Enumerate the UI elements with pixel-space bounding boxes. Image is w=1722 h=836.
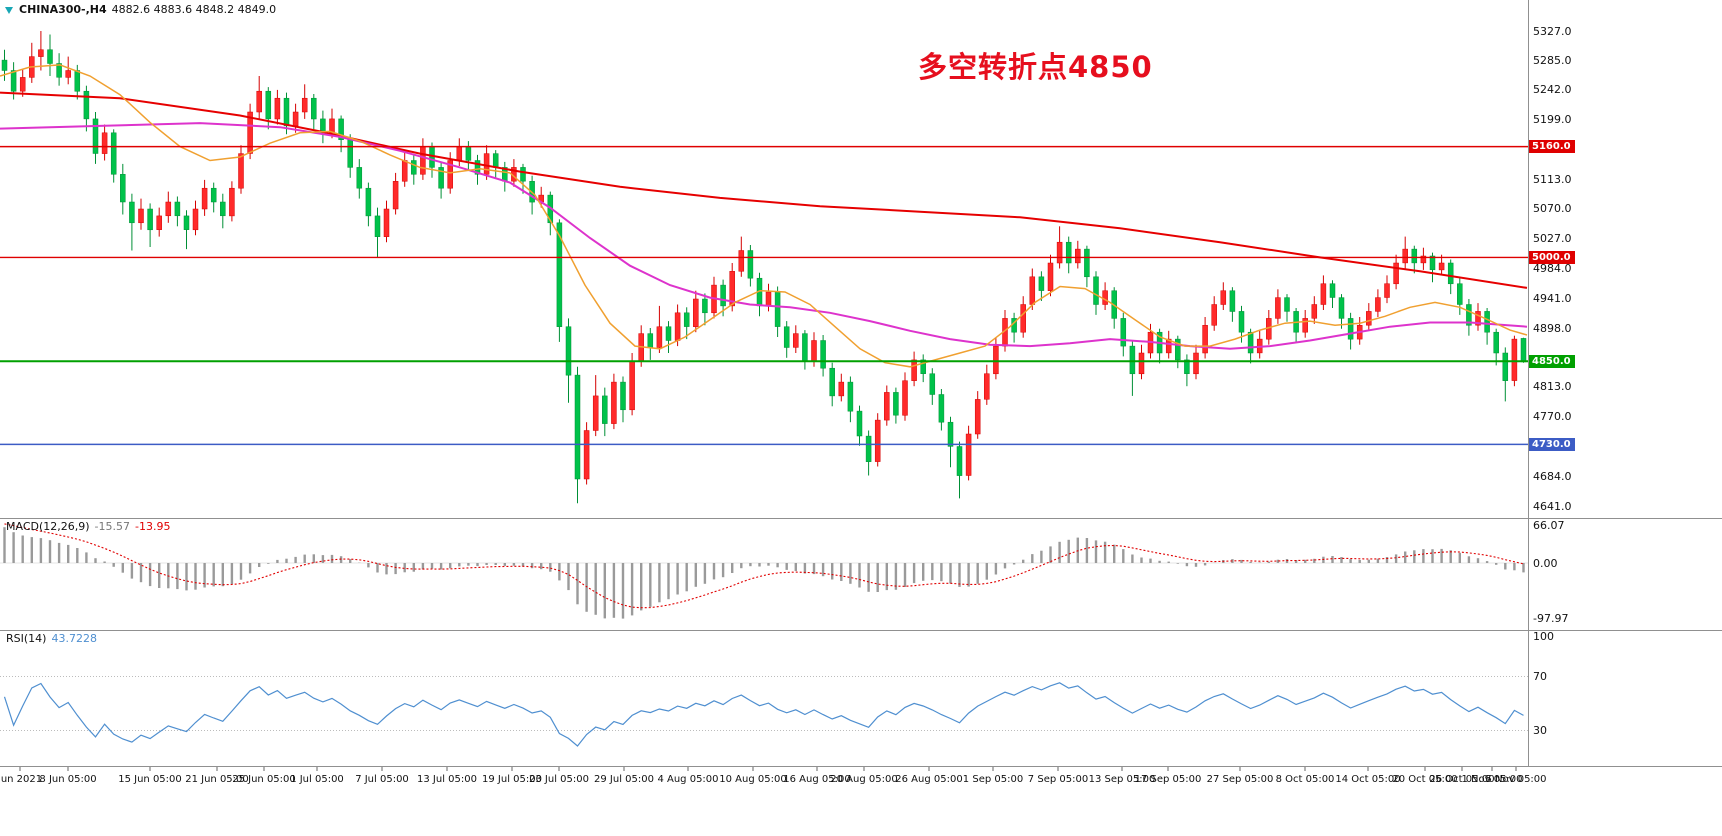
annotation-text: 多空转折点4850 (918, 50, 1153, 84)
moving-averages-layer (0, 64, 1528, 368)
rsi-name: RSI(14) (6, 632, 47, 645)
macd-layer (0, 523, 1528, 619)
symbol-icon (5, 6, 13, 14)
rsi-value: 43.7228 (51, 632, 97, 645)
ma-mid-magenta (0, 122, 1528, 350)
panel-borders (0, 0, 1722, 771)
macd-main-value: -15.57 (94, 520, 131, 533)
hlines-layer (0, 145, 1528, 446)
symbol-timeframe: CHINA300-,H4 (19, 3, 107, 16)
rsi-indicator-label: RSI(14) 43.7228 (6, 632, 102, 645)
macd-indicator-label: MACD(12,26,9) -15.57 -13.95 (6, 520, 175, 533)
candles-layer (1, 31, 1527, 504)
ma-long-red (0, 91, 1528, 289)
ma-short-orange (0, 64, 1528, 368)
chart-header: CHINA300-,H4 4882.6 4883.6 4848.2 4849.0 (4, 3, 276, 16)
macd-signal-value: -13.95 (135, 520, 171, 533)
rsi-layer (0, 676, 1528, 747)
macd-name: MACD(12,26,9) (6, 520, 90, 533)
ohlc-values: 4882.6 4883.6 4848.2 4849.0 (111, 3, 277, 16)
